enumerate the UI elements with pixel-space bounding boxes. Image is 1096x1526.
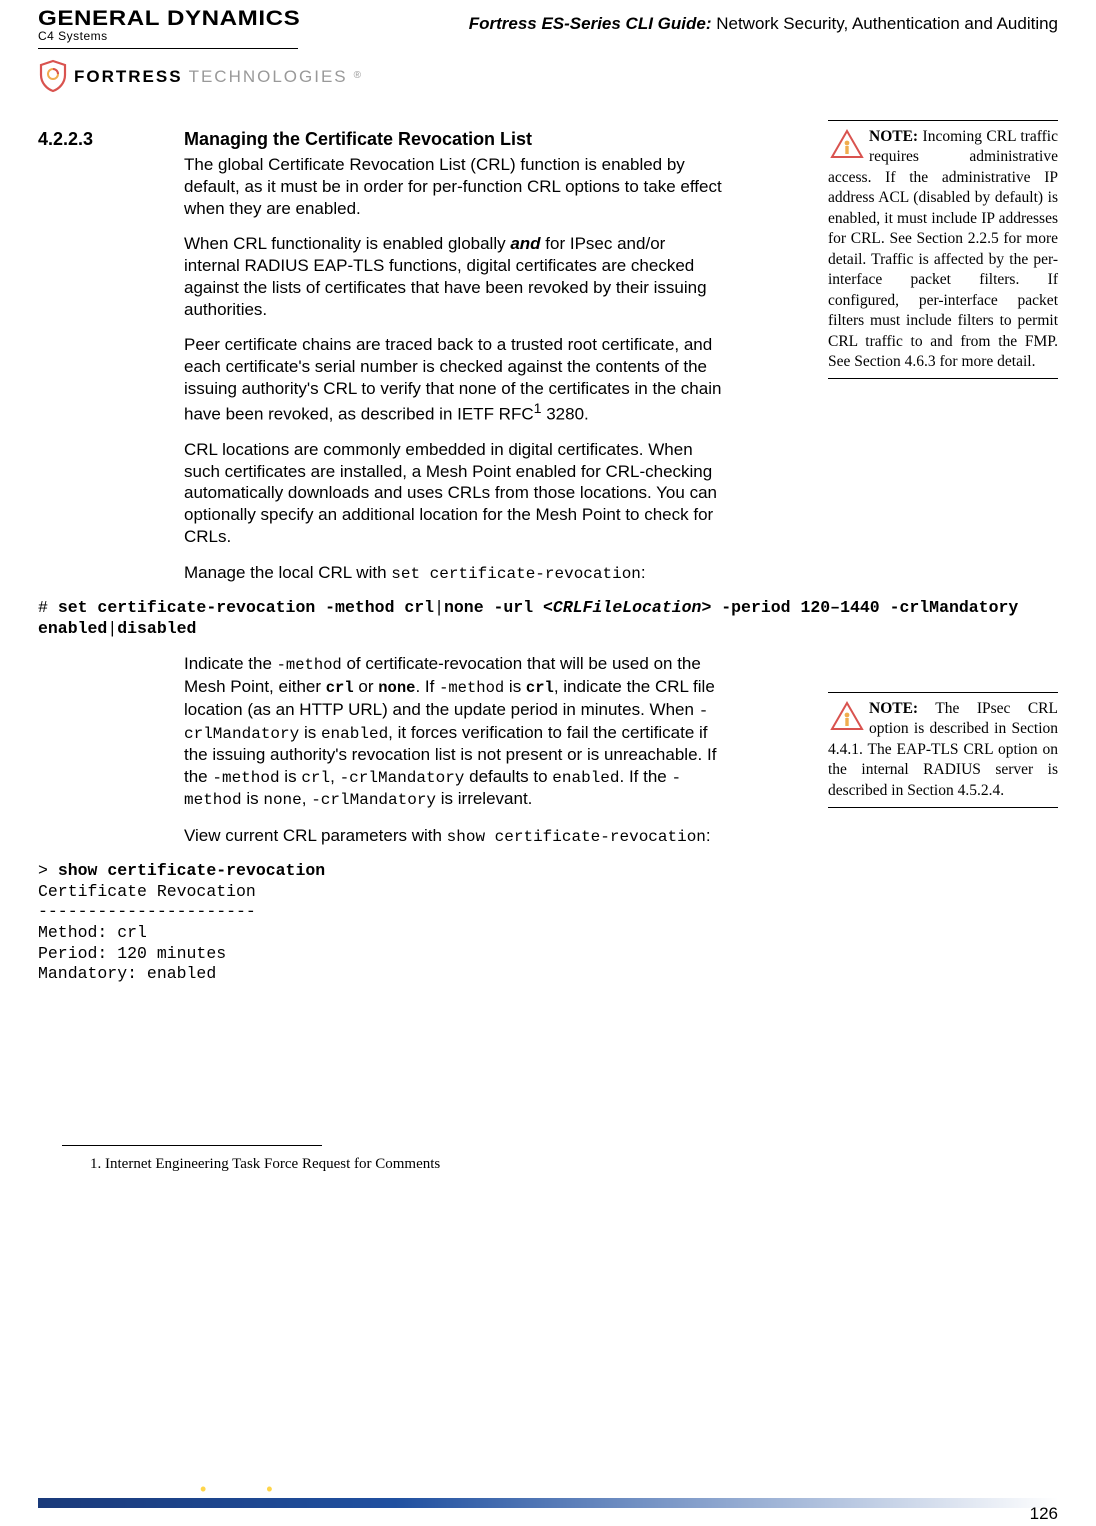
paragraph-2: When CRL functionality is enabled global… xyxy=(184,233,724,320)
brand-row: FORTRESS TECHNOLOGIES ® xyxy=(38,59,363,93)
section-title: Managing the Certificate Revocation List xyxy=(184,129,532,150)
company-name: GENERAL DYNAMICS xyxy=(38,8,412,29)
body-column-2: Indicate the -method of certificate-revo… xyxy=(184,653,724,847)
company-division: C4 Systems xyxy=(38,30,363,42)
doc-title-rest: Network Security, Authentication and Aud… xyxy=(712,14,1059,33)
paragraph-3: Peer certificate chains are traced back … xyxy=(184,334,724,425)
doc-title-bold: Fortress ES-Series CLI Guide: xyxy=(469,14,712,33)
code-set-command: # set certificate-revocation -method crl… xyxy=(38,598,1058,639)
footer-bar xyxy=(38,1498,1058,1508)
brand-primary: FORTRESS xyxy=(74,68,183,85)
side-note-2: NOTE: The IPsec CRL option is described … xyxy=(828,692,1058,808)
paragraph-6: Indicate the -method of certificate-revo… xyxy=(184,653,724,810)
footer-dots: •• xyxy=(200,1479,333,1500)
note-text: Incoming CRL traffic requires administra… xyxy=(828,128,1058,370)
brand-secondary: TECHNOLOGIES xyxy=(189,68,348,85)
code-output: Certificate Revocation -----------------… xyxy=(38,882,1058,985)
registered-icon: ® xyxy=(354,71,363,81)
paragraph-4: CRL locations are commonly embedded in d… xyxy=(184,439,724,548)
paragraph-7: View current CRL parameters with show ce… xyxy=(184,825,724,847)
company-logo-block: GENERAL DYNAMICS C4 Systems FORTRESSTECH… xyxy=(38,8,363,93)
section-number: 4.2.2.3 xyxy=(38,129,150,150)
body-column: The global Certificate Revocation List (… xyxy=(184,154,724,584)
paragraph-5: Manage the local CRL with set certificat… xyxy=(184,562,724,584)
note-label: NOTE: xyxy=(869,128,918,145)
footnote-1: 1. Internet Engineering Task Force Reque… xyxy=(90,1156,1058,1173)
page-header: GENERAL DYNAMICS C4 Systems FORTRESS TECH… xyxy=(38,8,1058,93)
side-note-1: NOTE: Incoming CRL traffic requires admi… xyxy=(828,120,1058,379)
footnote-rule xyxy=(62,1145,322,1146)
caution-info-icon xyxy=(830,701,864,731)
note-label: NOTE: xyxy=(869,700,918,717)
header-divider xyxy=(38,48,298,49)
shield-icon xyxy=(38,59,68,93)
caution-info-icon xyxy=(830,129,864,159)
code-show-command: > show certificate-revocation Certificat… xyxy=(38,861,1058,985)
doc-title: Fortress ES-Series CLI Guide: Network Se… xyxy=(469,8,1058,34)
paragraph-1: The global Certificate Revocation List (… xyxy=(184,154,724,219)
page-number: 126 xyxy=(1030,1504,1058,1524)
